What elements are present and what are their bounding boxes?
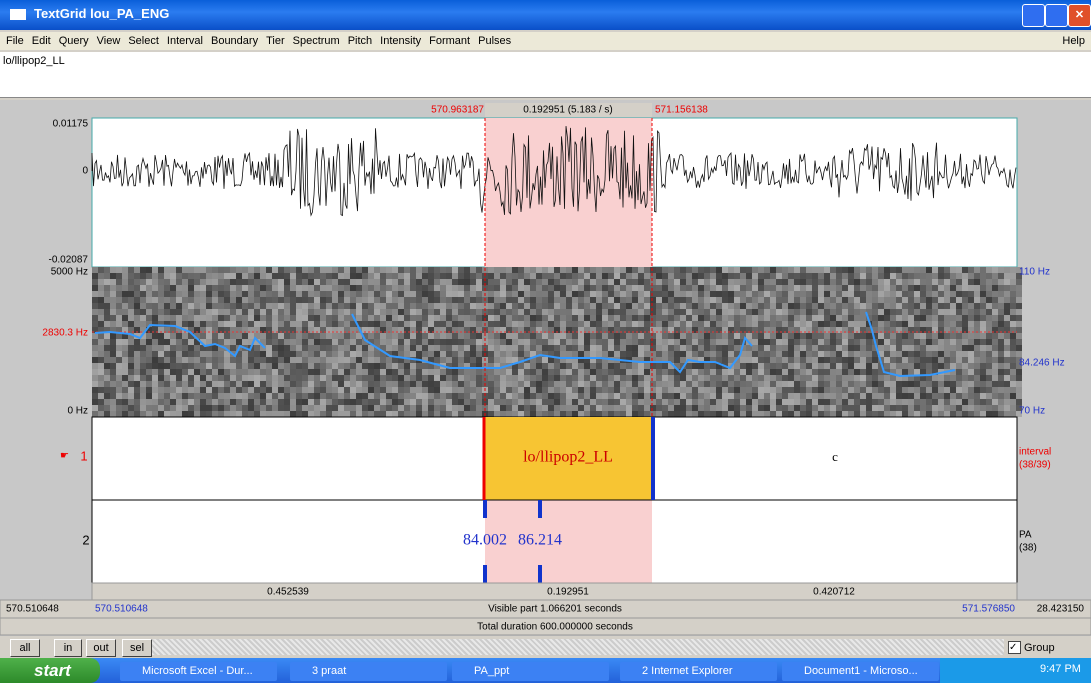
menu-item[interactable]: Pitch: [348, 32, 372, 50]
title-bar: TextGrid lou_PA_ENG ✕: [0, 0, 1091, 30]
window-end: 28.423150: [1037, 604, 1085, 615]
window-icon: [10, 9, 26, 20]
scrollbar[interactable]: [152, 639, 1004, 655]
taskbar-item[interactable]: Microsoft Excel - Dur...: [120, 662, 277, 681]
taskbar-item[interactable]: Document1 - Microso...: [782, 662, 939, 681]
wave-max: 0.01175: [53, 119, 89, 130]
total-duration[interactable]: Total duration 600.000000 seconds: [477, 622, 633, 633]
group-checkbox[interactable]: ✓Group: [1008, 641, 1055, 654]
button[interactable]: all: [10, 639, 40, 657]
tier-info: (38/39): [1019, 460, 1051, 471]
interval-label[interactable]: c: [832, 449, 838, 464]
selection-end: 571.156138: [655, 105, 708, 116]
menu-item[interactable]: Edit: [32, 32, 51, 50]
spec-bottom: 0 Hz: [67, 406, 88, 417]
menu-item[interactable]: Spectrum: [293, 32, 340, 50]
spec-cursor: 2830.3 Hz: [42, 328, 88, 339]
tier-name: PA: [1019, 530, 1032, 541]
menu-item[interactable]: Boundary: [211, 32, 258, 50]
menu-item[interactable]: Select: [128, 32, 159, 50]
tier-number[interactable]: 1: [80, 448, 87, 463]
close[interactable]: ✕: [1068, 4, 1091, 27]
start-button[interactable]: start: [0, 658, 100, 683]
svg-text:☛: ☛: [60, 451, 69, 462]
praat-window: TextGrid lou_PA_ENG ✕ File Edit Query View S…: [0, 0, 1091, 683]
selection-start: 570.963187: [431, 105, 484, 116]
pitch-bottom: 70 Hz: [1019, 406, 1045, 417]
tier-number[interactable]: 2: [82, 532, 89, 547]
point-label[interactable]: 84.002: [463, 532, 507, 549]
tier-info: (38): [1019, 543, 1037, 554]
menu-item[interactable]: Interval: [167, 32, 203, 50]
pitch-cursor: 84.246 Hz: [1019, 358, 1065, 369]
minimize[interactable]: [1022, 4, 1045, 27]
duration-left[interactable]: 0.452539: [267, 587, 309, 598]
menu-item[interactable]: Pulses: [478, 32, 511, 50]
taskbar-item[interactable]: 3 praat: [290, 662, 447, 681]
menu-item[interactable]: Query: [59, 32, 89, 50]
selection-duration: 0.192951 (5.183 / s): [523, 105, 613, 116]
duration-right[interactable]: 0.420712: [813, 587, 855, 598]
wave-min: -0.02087: [49, 255, 89, 266]
menu-item[interactable]: Intensity: [380, 32, 421, 50]
menu-help[interactable]: Help: [1062, 32, 1085, 50]
sound-editor: 570.963187 0.192951 (5.183 / s) 571.1561…: [0, 100, 1091, 636]
taskbar-item[interactable]: PA_ppt: [452, 662, 609, 681]
visible-end: 571.576850: [962, 604, 1015, 615]
spec-top: 5000 Hz: [51, 267, 88, 278]
tier-name: interval: [1019, 447, 1051, 458]
button[interactable]: in: [54, 639, 82, 657]
point-label[interactable]: 86.214: [518, 532, 562, 549]
maximize[interactable]: [1045, 4, 1068, 27]
menu-item[interactable]: Formant: [429, 32, 470, 50]
wave-zero: 0: [82, 166, 88, 177]
clock: 9:47 PM: [1040, 663, 1081, 675]
taskbar-item[interactable]: 2 Internet Explorer: [620, 662, 777, 681]
visible-start: 570.510648: [95, 604, 148, 615]
interval-label[interactable]: lo/llipop2_LL: [523, 449, 613, 466]
menu-item[interactable]: File: [6, 32, 24, 50]
menu-item[interactable]: Tier: [266, 32, 285, 50]
pitch-top: 110 Hz: [1019, 267, 1050, 278]
menu-item[interactable]: View: [97, 32, 121, 50]
button[interactable]: out: [86, 639, 116, 657]
button[interactable]: sel: [122, 639, 152, 657]
duration-selection[interactable]: 0.192951: [547, 587, 589, 598]
window-title: TextGrid lou_PA_ENG: [34, 6, 169, 21]
menu-bar: File Edit Query View Select Interval Boundary T…: [0, 32, 1091, 50]
visible-part[interactable]: Visible part 1.066201 seconds: [488, 604, 622, 615]
group-label: Group: [1024, 642, 1055, 654]
window-start: 570.510648: [6, 604, 59, 615]
text-field[interactable]: lo/llipop2_LL: [0, 52, 1091, 98]
